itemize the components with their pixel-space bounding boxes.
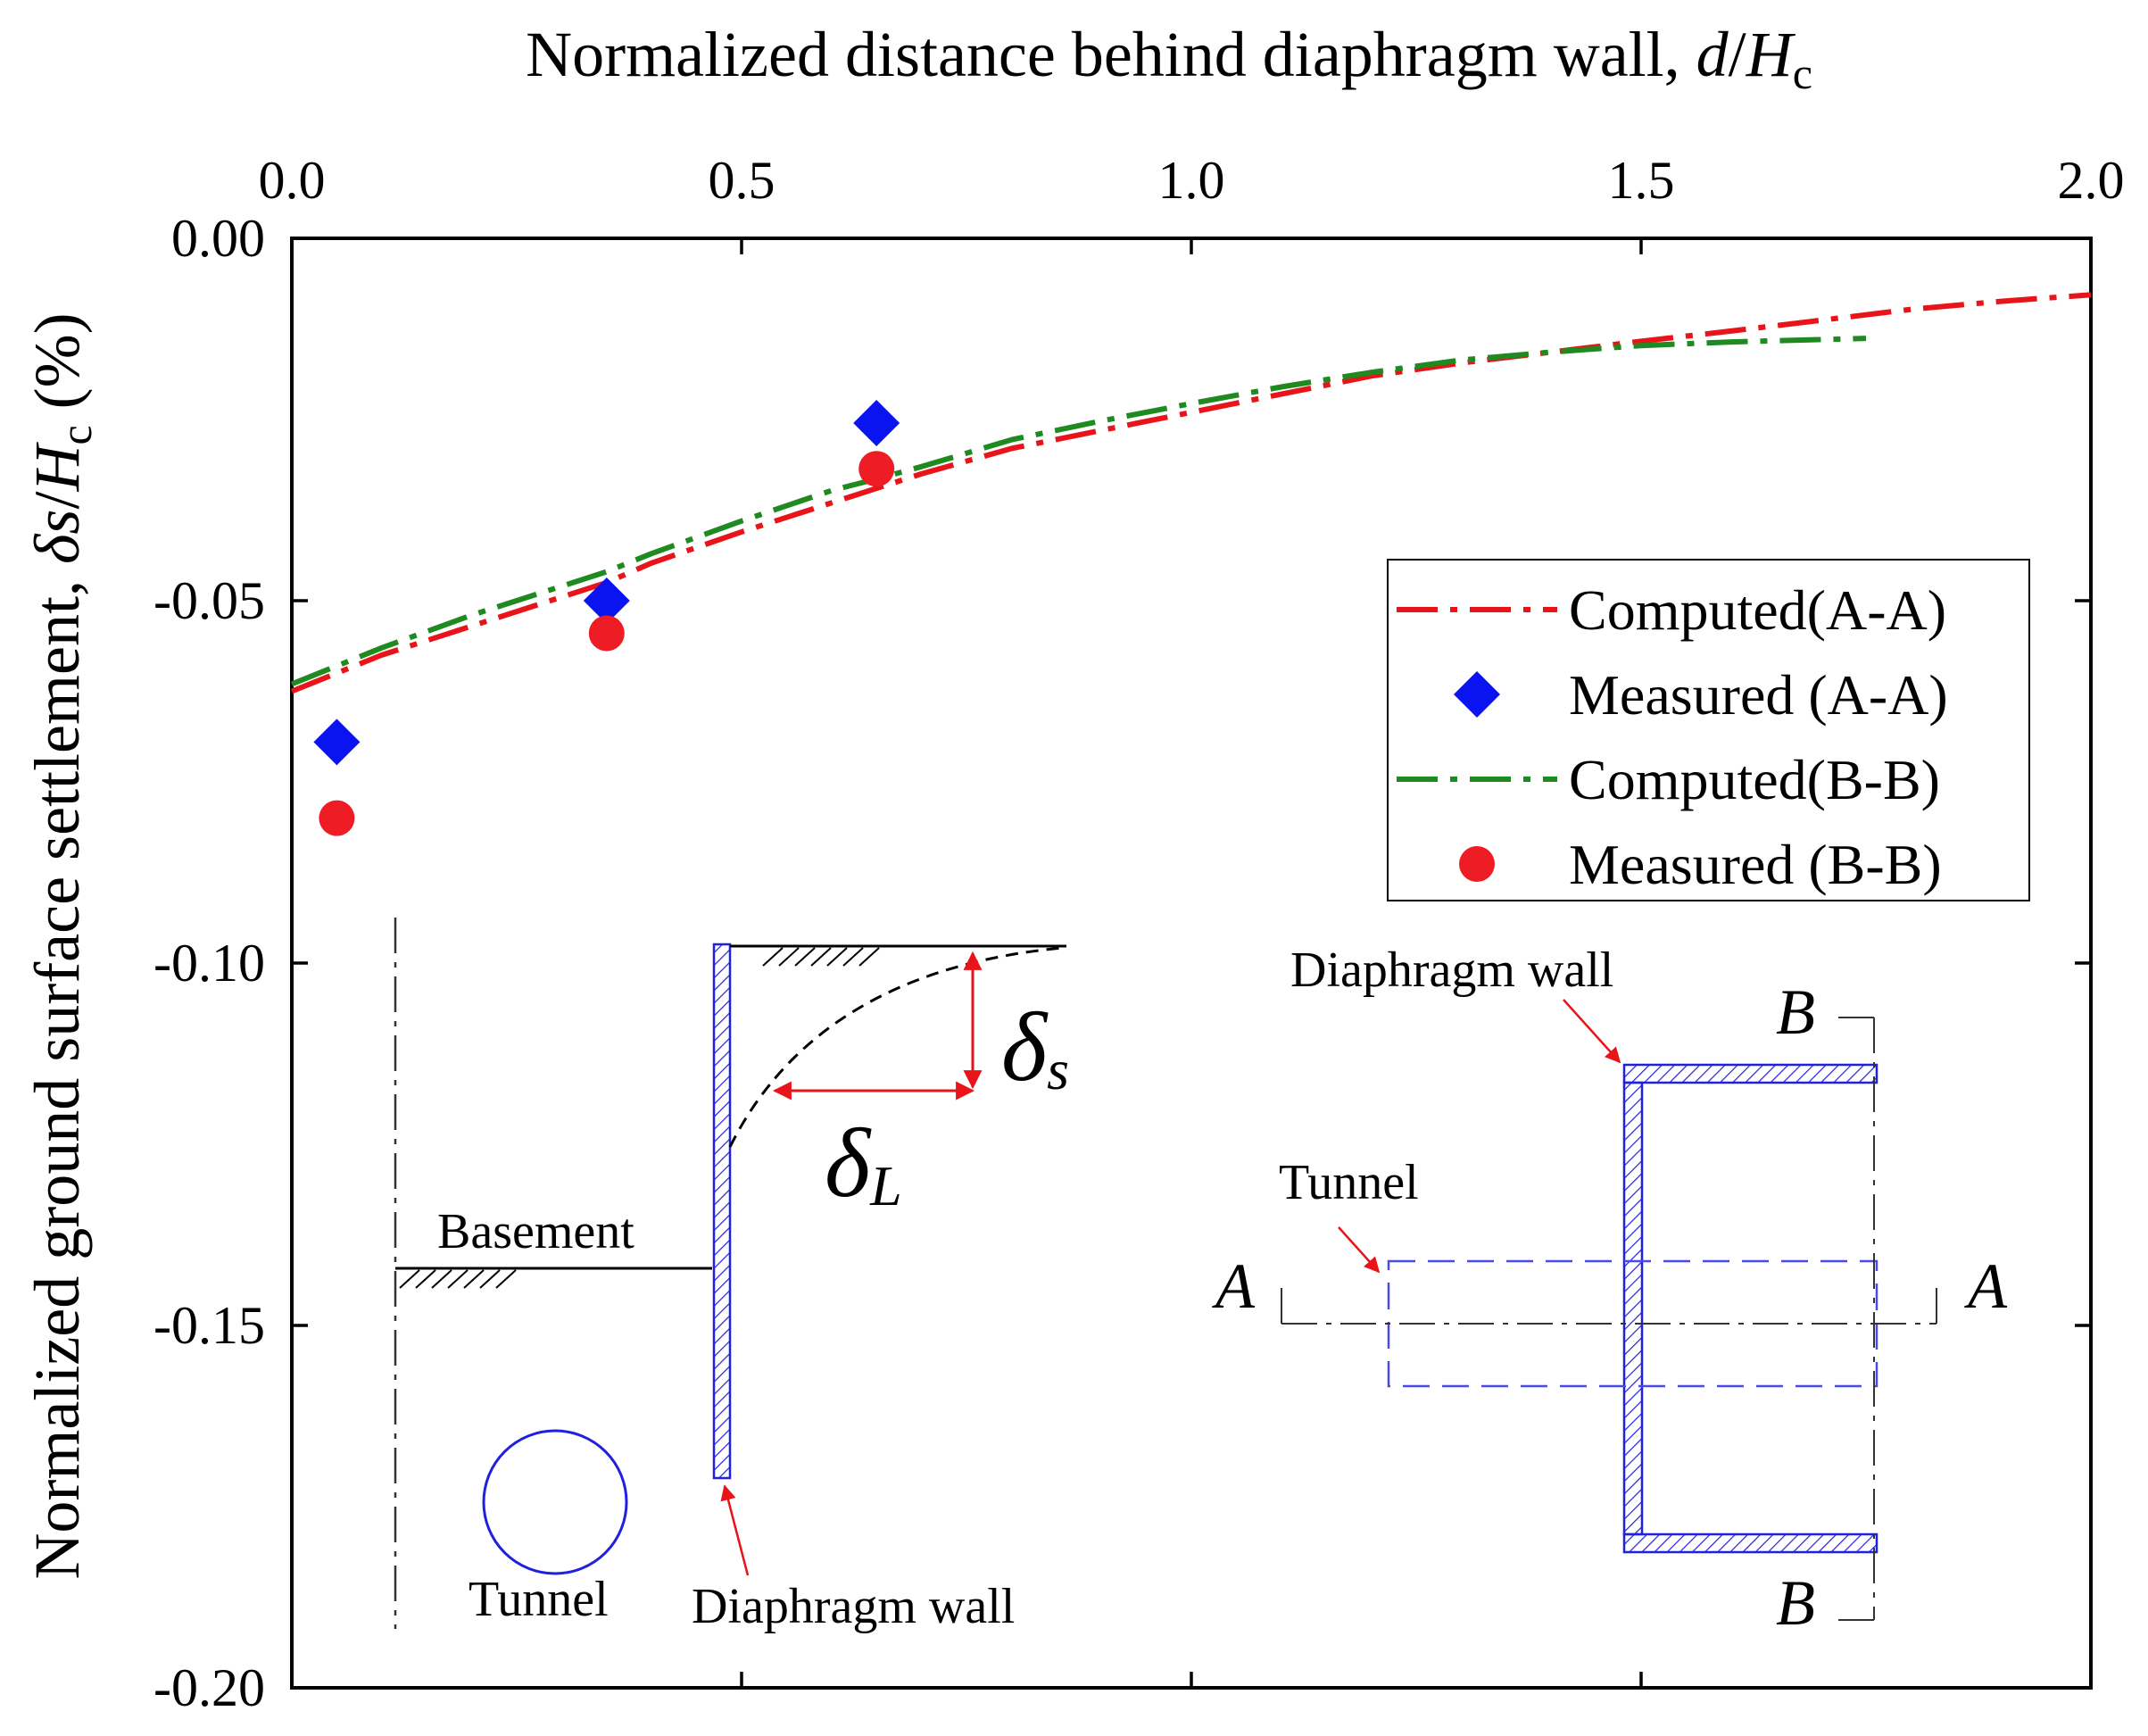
x-tick-label: 2.0 xyxy=(2058,151,2125,210)
legend-label-computed-b-b: Computed(B-B) xyxy=(1569,748,1940,811)
tunnel-pointer-arrow xyxy=(1338,1226,1381,1274)
legend-label-measured-b-b: Measured (B-B) xyxy=(1569,833,1942,896)
y-ticks: 0.00 -0.05 -0.10 -0.15 -0.20 xyxy=(153,209,2091,1717)
legend-label-computed-a-a: Computed(A-A) xyxy=(1569,578,1946,642)
x-tick-label: 0.5 xyxy=(709,151,775,210)
tunnel-label-right: Tunnel xyxy=(1279,1155,1419,1210)
legend-swatch-measured-a-a xyxy=(1454,671,1500,718)
section-a-label-left: A xyxy=(1212,1250,1256,1322)
tunnel-section xyxy=(482,1429,628,1575)
series-line-computed-b-b xyxy=(290,336,1867,687)
basement-hatch xyxy=(399,1269,517,1289)
wall-pointer-arrow xyxy=(720,1484,750,1576)
y-axis-title: Normalized ground surface settlement, δs… xyxy=(21,312,101,1579)
y-tick-label: -0.20 xyxy=(153,1658,265,1717)
section-b-label-top: B xyxy=(1776,976,1815,1048)
point-measured-b-b xyxy=(319,800,355,836)
legend-label-measured-a-a: Measured (A-A) xyxy=(1569,663,1948,727)
x-tick-label: 1.5 xyxy=(1608,151,1675,210)
y-tick-label: 0.00 xyxy=(171,209,265,268)
tunnel-label-left: Tunnel xyxy=(469,1572,609,1627)
legend-swatch-measured-b-b xyxy=(1459,846,1495,882)
diaphragm-wall-plan xyxy=(1622,1063,1878,1554)
plot-frame xyxy=(290,237,2093,1690)
legend: Computed(A-A) Measured (A-A) Computed(B-B)… xyxy=(1387,559,2030,901)
section-a-label-right: A xyxy=(1964,1250,2008,1322)
point-measured-a-a xyxy=(313,718,361,766)
point-measured-a-a xyxy=(583,577,630,624)
delta-l-label: δL xyxy=(825,1109,902,1217)
y-tick-label: -0.15 xyxy=(153,1296,265,1355)
x-ticks: 0.0 0.5 1.0 1.5 2.0 xyxy=(259,151,2125,1688)
inset-right: Diaphragm wall Tunnel A A B B xyxy=(1212,943,2008,1639)
point-measured-b-b xyxy=(588,615,625,652)
point-measured-a-a xyxy=(853,400,900,447)
basement-label: Basement xyxy=(437,1204,634,1259)
delta-s-label: δs xyxy=(1001,993,1069,1101)
point-measured-b-b xyxy=(858,451,895,487)
wall-label-left: Diaphragm wall xyxy=(692,1579,1015,1634)
y-tick-label: -0.05 xyxy=(153,571,265,630)
series-layer xyxy=(290,292,2092,836)
inset-left: Basement δs δL Tunnel Diaphragm wall xyxy=(394,918,1069,1634)
section-b-label-bottom: B xyxy=(1776,1567,1815,1639)
series-line-computed-a-a xyxy=(290,292,2092,694)
wall-label-right: Diaphragm wall xyxy=(1290,943,1613,998)
diaphragm-wall-section xyxy=(712,943,732,1480)
x-axis-title: Normalized distance behind diaphragm wal… xyxy=(526,19,1812,98)
y-tick-label: -0.10 xyxy=(153,934,265,993)
settlement-trough xyxy=(728,946,1063,1148)
x-tick-label: 1.0 xyxy=(1158,151,1225,210)
x-tick-label: 0.0 xyxy=(259,151,326,210)
legend-box xyxy=(1387,559,2030,901)
ground-hatch xyxy=(762,947,880,967)
wall-pointer-arrow-right xyxy=(1563,999,1621,1064)
